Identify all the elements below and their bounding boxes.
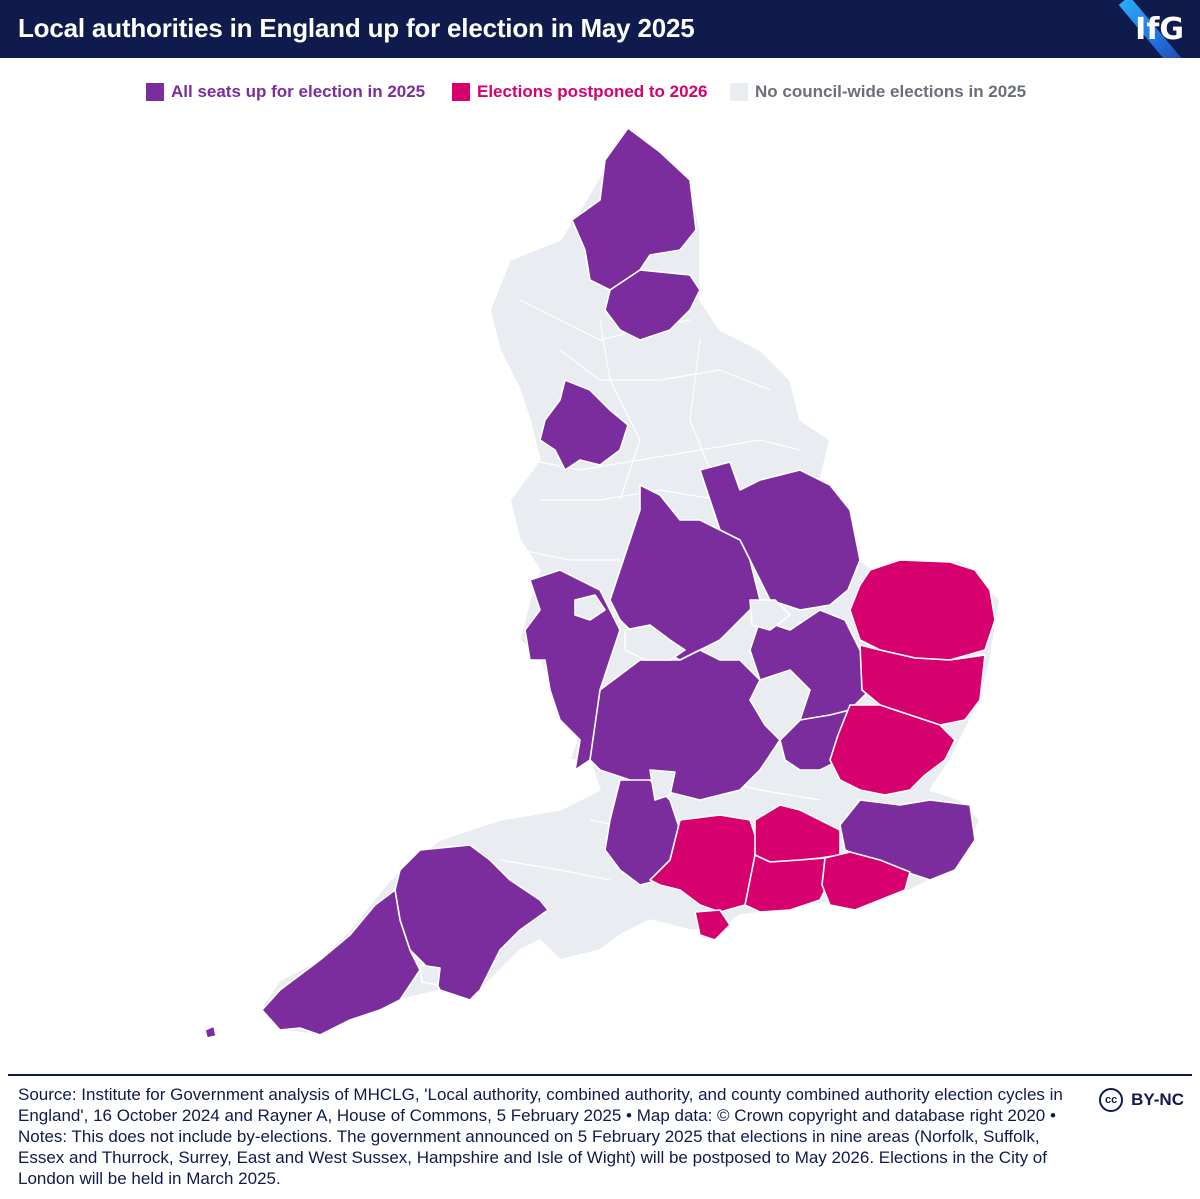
legend-label-none: No council-wide elections in 2025 (755, 82, 1027, 101)
legend-label-all-seats: All seats up for election in 2025 (171, 82, 426, 101)
ifg-logo: IfG (1060, 0, 1200, 58)
map-region-city-d (749, 669, 811, 741)
map-region-durham (604, 269, 701, 341)
map-region-city-a (624, 624, 686, 661)
license-badge: cc BY-NC (1099, 1088, 1184, 1112)
legend-swatch-none (730, 83, 748, 101)
map-region-city-f (419, 964, 441, 986)
england-local-authorities-map (204, 127, 1001, 1039)
map-region-midlands-east (609, 484, 761, 661)
map-region-east-sussex (821, 851, 911, 911)
map-region-cornwall (261, 889, 421, 1036)
legend-item-postponed: Elections postponed to 2026 (452, 80, 708, 104)
map-region-essex (829, 704, 956, 796)
map-region-suffolk (859, 644, 986, 726)
logo-text: IfG (1135, 12, 1184, 47)
map-region-lancashire (539, 379, 629, 471)
legend-swatch-all-seats (146, 83, 164, 101)
legend-swatch-postponed (452, 83, 470, 101)
footer-divider (8, 1074, 1192, 1076)
header-bar: Local authorities in England up for elec… (0, 0, 1200, 58)
license-text: BY-NC (1131, 1090, 1184, 1109)
legend-item-none: No council-wide elections in 2025 (730, 80, 1026, 104)
map-region-city-b (574, 594, 606, 621)
page-title: Local authorities in England up for elec… (18, 13, 695, 43)
map-region-city-e (649, 769, 676, 801)
map-region-isles-of-scilly (204, 1025, 217, 1039)
map-region-norfolk (849, 559, 996, 661)
legend-label-postponed: Elections postponed to 2026 (477, 82, 708, 101)
legend-item-all-seats: All seats up for election in 2025 (146, 80, 425, 104)
map-region-isle-of-wight (694, 909, 731, 941)
source-note: Source: Institute for Government analysi… (18, 1085, 1063, 1188)
legend: All seats up for election in 2025 Electi… (0, 80, 1200, 104)
cc-icon: cc (1099, 1088, 1124, 1112)
map-region-city-c (749, 599, 791, 631)
